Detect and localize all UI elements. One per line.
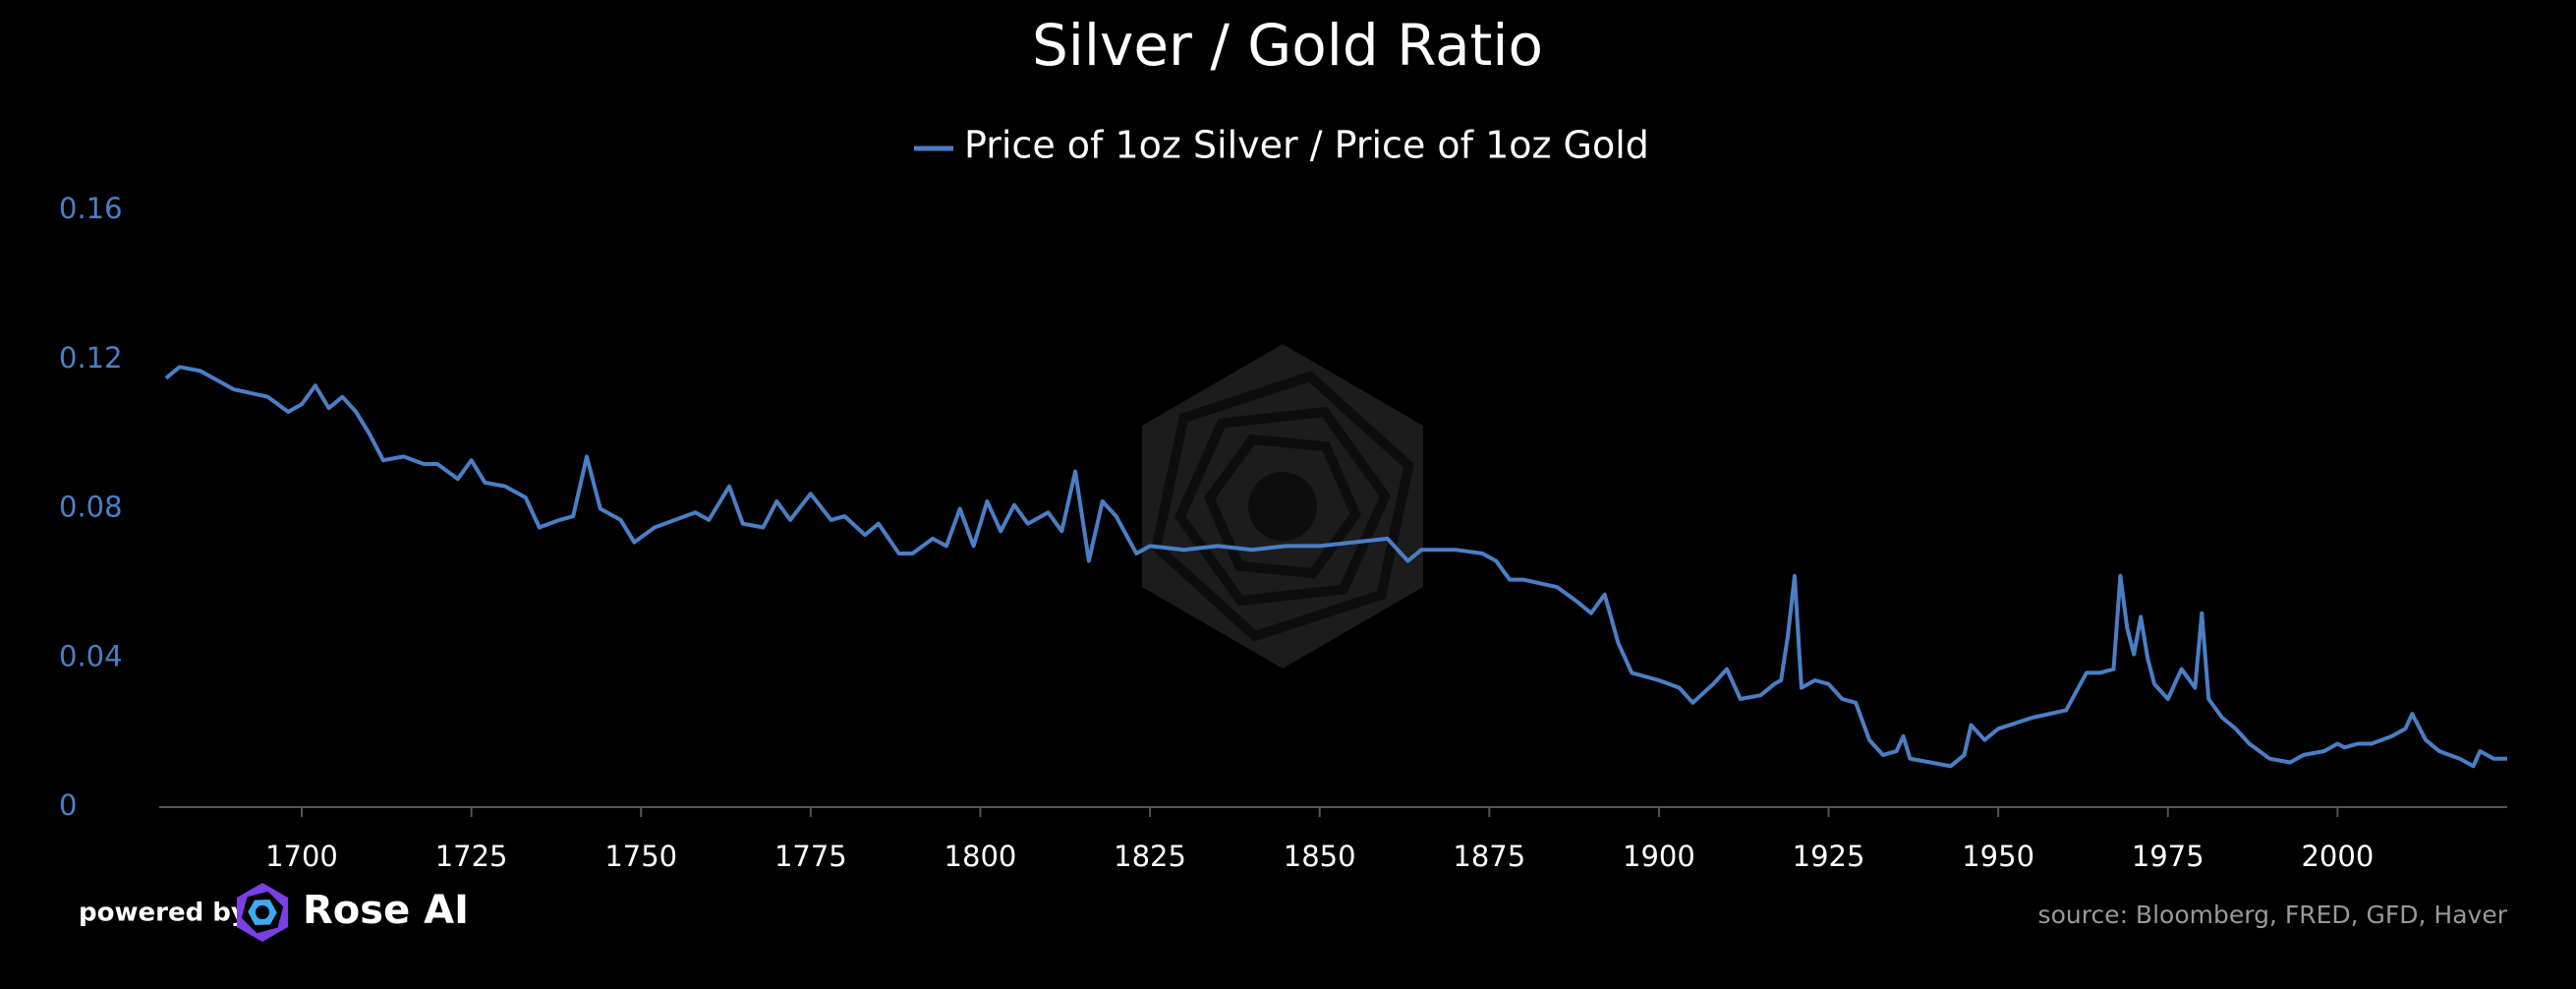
chart-title: Silver / Gold Ratio xyxy=(1032,12,1543,79)
powered-by: powered by xyxy=(79,899,248,928)
legend-label: Price of 1oz Silver / Price of 1oz Gold xyxy=(964,124,1649,167)
x-tick-label: 1750 xyxy=(604,840,677,873)
x-tick-label: 1825 xyxy=(1114,840,1186,873)
line xyxy=(164,365,2507,769)
y-tick-label: 0.16 xyxy=(59,192,123,225)
logo xyxy=(237,883,288,942)
x-tick-label: 1725 xyxy=(435,840,508,873)
x-tick-label: 1800 xyxy=(945,840,1017,873)
watermark xyxy=(1142,344,1423,669)
y-tick-label: 0.08 xyxy=(59,491,123,524)
x-tick-label: 1975 xyxy=(2132,840,2204,873)
y-tick-label: 0.04 xyxy=(59,639,123,672)
y-tick-label: 0 xyxy=(59,788,77,822)
source: source: Bloomberg, FRED, GFD, Haver xyxy=(2038,901,2508,929)
x-tick-label: 1875 xyxy=(1453,840,1525,873)
x-tick-label: 1850 xyxy=(1284,840,1356,873)
x-tick-label: 1775 xyxy=(774,840,847,873)
x-tick-label: 2000 xyxy=(2301,840,2374,873)
x-tick-label: 1950 xyxy=(1962,840,2034,873)
y-tick-label: 0.12 xyxy=(59,341,123,375)
brand: Rose AI xyxy=(303,888,469,933)
x-tick-label: 1925 xyxy=(1793,840,1865,873)
x-tick-label: 1700 xyxy=(265,840,338,873)
x-tick-label: 1900 xyxy=(1623,840,1695,873)
